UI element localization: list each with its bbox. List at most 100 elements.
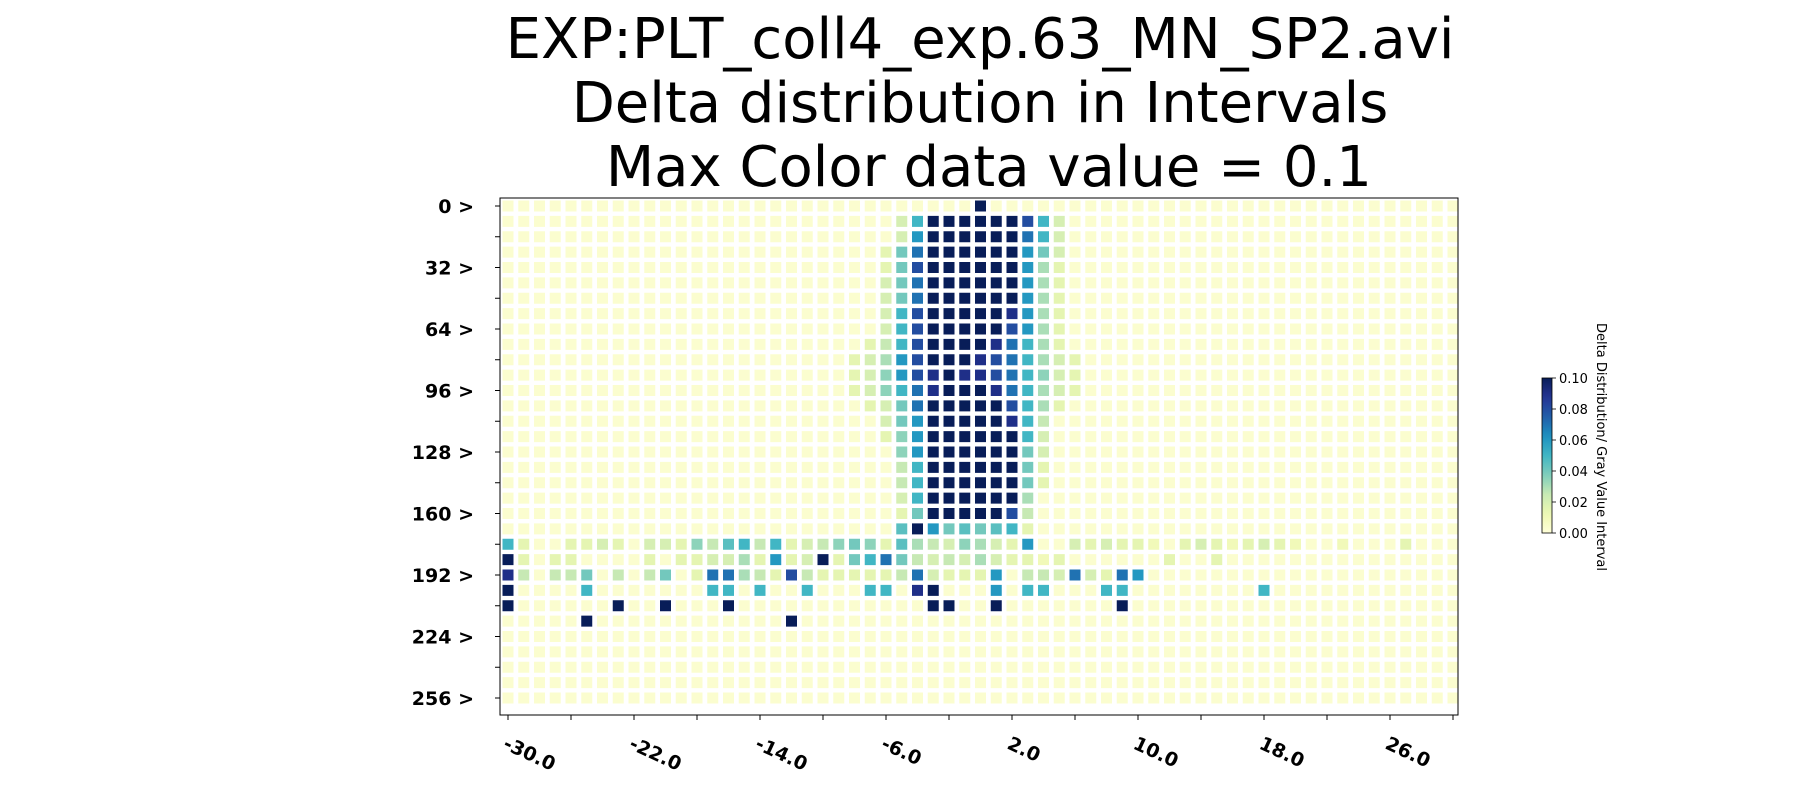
heatmap-cell	[675, 461, 687, 473]
heatmap-cell	[1116, 231, 1128, 243]
heatmap-cell	[1447, 554, 1459, 566]
heatmap-cell	[880, 692, 892, 704]
heatmap-cell	[975, 554, 986, 566]
heatmap-cell	[502, 262, 514, 273]
heatmap-cell	[786, 246, 797, 258]
heatmap-cell	[723, 369, 734, 381]
heatmap-cell	[1069, 631, 1081, 642]
heatmap-cell	[1447, 385, 1459, 396]
heatmap-cell	[660, 523, 671, 535]
heatmap-cell	[644, 569, 656, 581]
heatmap-cell	[1022, 400, 1034, 412]
heatmap-cell	[1195, 677, 1207, 689]
heatmap-cell	[1416, 200, 1427, 212]
heatmap-cell	[1384, 677, 1396, 689]
heatmap-cell	[565, 492, 577, 504]
heatmap-cell	[1321, 262, 1333, 273]
heatmap-cell	[691, 215, 703, 227]
heatmap-cell	[1227, 523, 1238, 535]
heatmap-cell	[1116, 523, 1128, 535]
heatmap-cell	[691, 461, 703, 473]
heatmap-cell	[518, 215, 530, 227]
heatmap-cell	[518, 385, 530, 396]
heatmap-cell	[1101, 215, 1112, 227]
heatmap-cell	[975, 338, 986, 350]
x-tick-label: 26.0	[1382, 733, 1434, 773]
heatmap-cell	[990, 569, 1002, 581]
heatmap-cell	[1321, 415, 1333, 427]
heatmap-cell	[549, 508, 561, 519]
heatmap-cell	[1069, 600, 1081, 612]
heatmap-cell	[1258, 661, 1270, 673]
heatmap-cell	[1195, 292, 1207, 304]
heatmap-cell	[1416, 277, 1427, 289]
heatmap-cell	[565, 569, 577, 581]
heatmap-cell	[927, 292, 939, 304]
heatmap-cell	[1085, 308, 1097, 320]
y-axis: 0 >32 >64 >96 >128 >160 >192 >224 >256 >	[412, 196, 500, 710]
heatmap-cell	[817, 538, 829, 550]
heatmap-cell	[1384, 308, 1396, 320]
heatmap-cell	[912, 308, 923, 320]
heatmap-cell	[1290, 554, 1301, 566]
heatmap-cell	[518, 369, 530, 381]
heatmap-cell	[912, 231, 923, 243]
heatmap-cell	[912, 461, 923, 473]
heatmap-cell	[723, 631, 734, 642]
heatmap-cell	[1164, 692, 1175, 704]
heatmap-cell	[880, 246, 892, 258]
heatmap-cell	[849, 631, 860, 642]
heatmap-cell	[581, 477, 593, 489]
heatmap-cell	[1148, 354, 1160, 366]
heatmap-cell	[675, 584, 687, 596]
heatmap-cell	[817, 415, 829, 427]
heatmap-cell	[1227, 677, 1238, 689]
heatmap-cell	[754, 415, 766, 427]
heatmap-cell	[1038, 308, 1049, 320]
heatmap-cell	[691, 554, 703, 566]
heatmap-cell	[549, 400, 561, 412]
heatmap-cell	[1069, 231, 1081, 243]
heatmap-cell	[1274, 600, 1286, 612]
heatmap-cell	[1447, 200, 1459, 212]
heatmap-cell	[675, 323, 687, 335]
heatmap-cell	[1006, 369, 1018, 381]
heatmap-cell	[1164, 231, 1175, 243]
heatmap-cell	[691, 308, 703, 320]
heatmap-cell	[1227, 323, 1238, 335]
heatmap-cell	[723, 431, 734, 443]
heatmap-cell	[1416, 615, 1427, 627]
heatmap-cell	[912, 508, 923, 519]
heatmap-cell	[1148, 523, 1160, 535]
heatmap-cell	[675, 677, 687, 689]
heatmap-cell	[723, 554, 734, 566]
heatmap-cell	[1038, 400, 1049, 412]
heatmap-cell	[1132, 631, 1144, 642]
heatmap-cell	[581, 200, 593, 212]
heatmap-cell	[534, 215, 545, 227]
heatmap-cell	[518, 308, 530, 320]
heatmap-cell	[833, 661, 845, 673]
heatmap-cell	[770, 446, 782, 458]
heatmap-cell	[549, 385, 561, 396]
heatmap-cell	[1400, 646, 1412, 658]
heatmap-cell	[801, 461, 813, 473]
heatmap-cell	[990, 400, 1002, 412]
heatmap-cell	[1038, 338, 1049, 350]
heatmap-cell	[628, 492, 640, 504]
heatmap-cell	[927, 492, 939, 504]
heatmap-cell	[959, 677, 971, 689]
heatmap-cell	[1337, 508, 1349, 519]
heatmap-cell	[1384, 584, 1396, 596]
heatmap-cell	[849, 215, 860, 227]
heatmap-cell	[1368, 262, 1380, 273]
heatmap-cell	[801, 446, 813, 458]
heatmap-cell	[1006, 631, 1018, 642]
heatmap-cell	[1179, 661, 1191, 673]
heatmap-cell	[1085, 246, 1097, 258]
heatmap-cell	[628, 323, 640, 335]
heatmap-cell	[518, 400, 530, 412]
heatmap-cell	[1195, 615, 1207, 627]
heatmap-cell	[990, 354, 1002, 366]
heatmap-cell	[1164, 369, 1175, 381]
